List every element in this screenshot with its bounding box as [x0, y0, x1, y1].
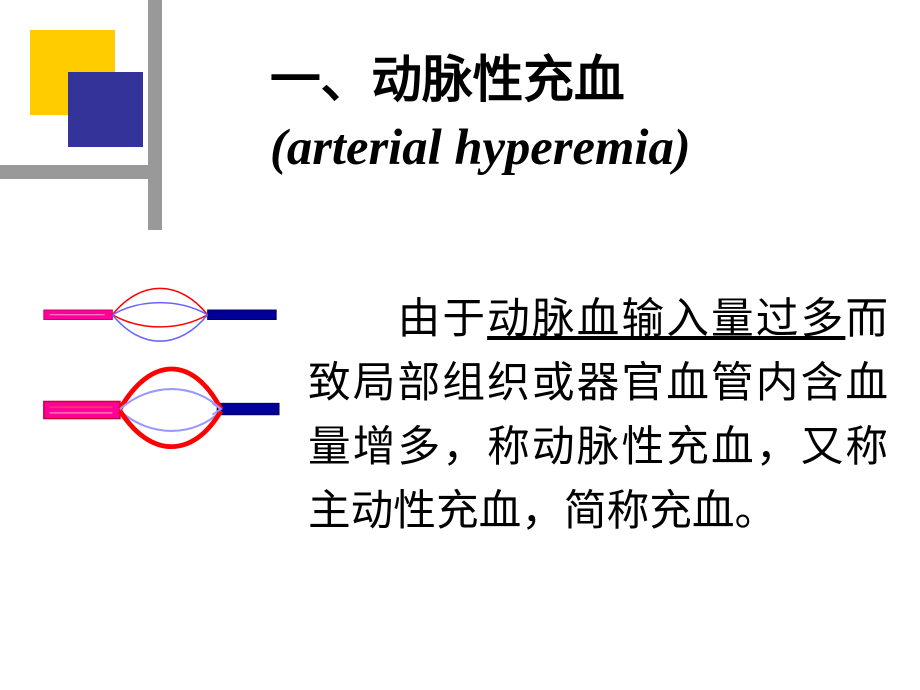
- hyperemia-artery: [44, 401, 120, 418]
- normal-cap-4: [112, 315, 207, 341]
- body-part1: 由于: [398, 296, 488, 343]
- title-line-2: (arterial hyperemia): [270, 118, 830, 176]
- deco-h-stripe: [0, 165, 150, 179]
- body-indent: [308, 296, 398, 343]
- hyperemia-cap-2: [120, 389, 221, 409]
- deco-blue-square: [68, 72, 143, 147]
- normal-vein: [208, 310, 277, 320]
- body-paragraph: 由于动脉血输入量过多而致局部组织或器官血管内含血量增多，称动脉性充血，又称主动性…: [308, 288, 888, 544]
- deco-v-stripe: [148, 0, 162, 230]
- normal-cap-3: [112, 315, 207, 327]
- slide-title: 一、动脉性充血 (arterial hyperemia): [270, 38, 830, 176]
- hyperemia-vein: [217, 403, 279, 414]
- diagram-normal: [44, 288, 276, 341]
- normal-cap-2: [112, 303, 207, 315]
- diagram-hyperemia: [44, 369, 279, 447]
- hyperemia-cap-4: [120, 411, 221, 447]
- hyperemia-diagram: [20, 270, 300, 470]
- corner-decoration: [0, 0, 200, 250]
- normal-cap-1: [112, 288, 207, 314]
- body-underlined: 动脉血输入量过多: [487, 296, 845, 343]
- title-line-1: 一、动脉性充血: [270, 38, 830, 112]
